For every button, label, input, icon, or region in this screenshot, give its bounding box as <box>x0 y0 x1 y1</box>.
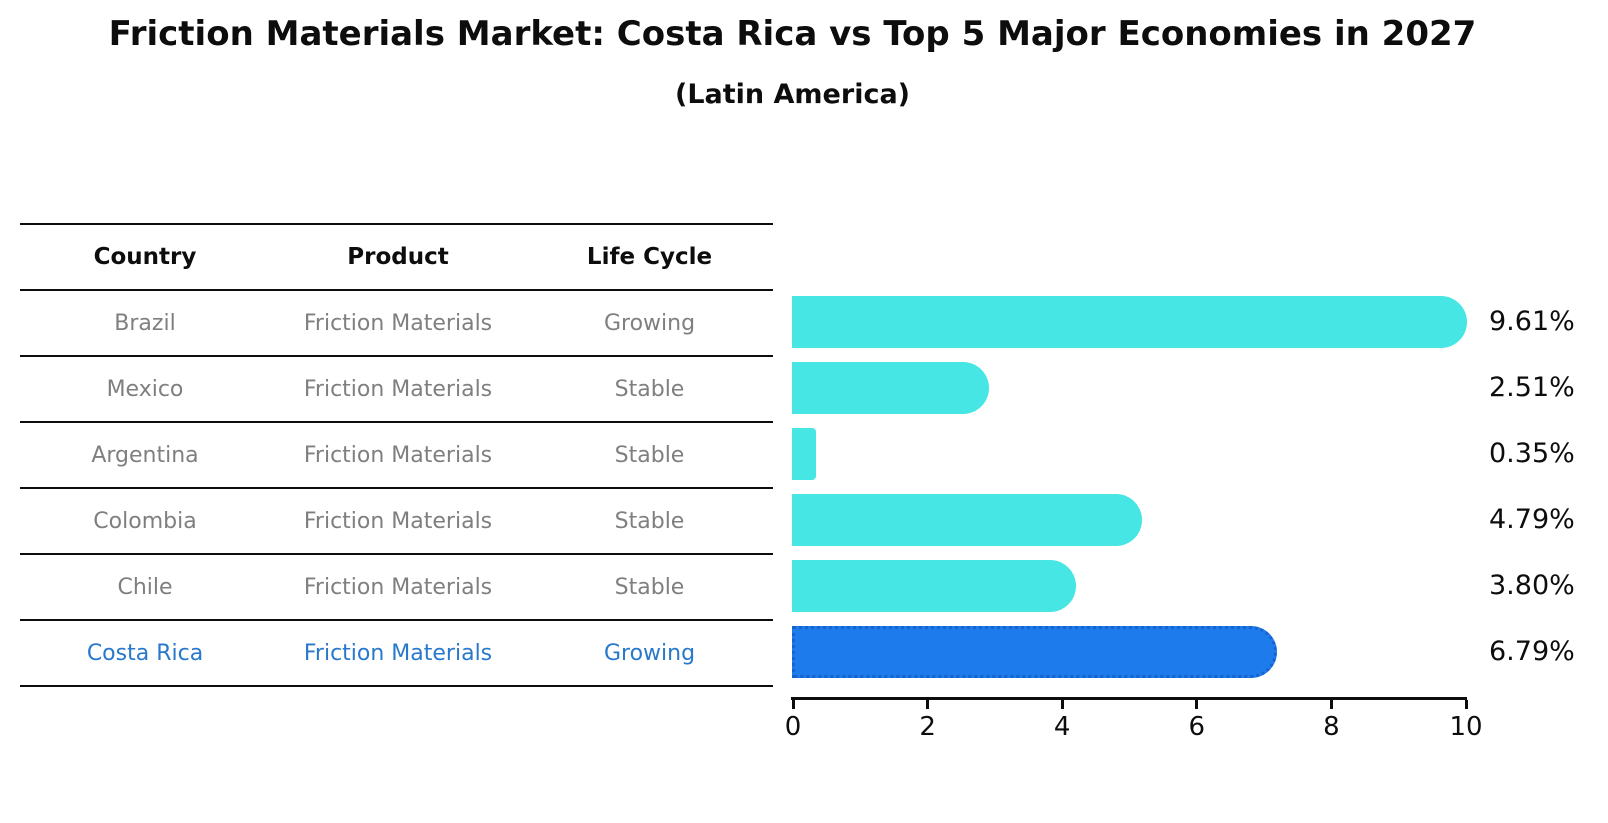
table-row: Mexico Friction Materials Stable <box>20 357 773 423</box>
x-axis-tick-label: 0 <box>784 712 802 742</box>
table-cell-country: Argentina <box>91 442 199 468</box>
table-cell-life-cycle: Stable <box>614 442 685 468</box>
table-cell-product: Friction Materials <box>303 442 493 468</box>
table-cell-country: Brazil <box>114 310 176 336</box>
x-axis-tick-label: 2 <box>919 712 936 742</box>
table-header-cell: Product <box>347 244 449 270</box>
x-axis-tick <box>1195 700 1199 709</box>
x-axis-tick <box>791 700 795 709</box>
table-header-cell: Life Cycle <box>586 244 713 270</box>
table-cell-life-cycle: Stable <box>614 376 685 402</box>
x-axis-tick-label: 10 <box>1449 712 1483 742</box>
table-cell-life-cycle: Growing <box>603 640 696 666</box>
table-header-row: Country Product Life Cycle <box>20 225 773 291</box>
bar-colombia <box>792 494 1143 546</box>
x-axis-tick <box>1329 700 1333 709</box>
table-cell-country: Mexico <box>106 376 184 402</box>
table-cell-product: Friction Materials <box>303 640 493 666</box>
x-axis-tick-label: 4 <box>1053 712 1071 742</box>
country-table: Country Product Life Cycle Brazil Friction M… <box>20 223 773 687</box>
table-cell-country: Chile <box>117 574 173 600</box>
table-cell-country: Colombia <box>93 508 197 534</box>
table-row: Colombia Friction Materials Stable <box>20 489 773 555</box>
x-axis-tick <box>1060 700 1064 709</box>
table-cell-product: Friction Materials <box>303 508 493 534</box>
table-cell-country: Costa Rica <box>86 640 204 666</box>
value-label-chile: 3.80% <box>1489 570 1575 601</box>
table-cell-life-cycle: Growing <box>603 310 696 336</box>
bar-chile <box>792 560 1076 612</box>
bar-mexico <box>792 362 989 414</box>
table-cell-product: Friction Materials <box>303 574 493 600</box>
value-label-costa-rica: 6.79% <box>1489 636 1575 667</box>
value-label-brazil: 9.61% <box>1489 306 1575 337</box>
value-label-argentina: 0.35% <box>1489 438 1575 469</box>
x-axis <box>791 697 1467 700</box>
table-cell-product: Friction Materials <box>303 376 493 402</box>
table-header-cell: Country <box>93 244 197 270</box>
bar-argentina <box>792 428 816 480</box>
bar-costa-rica <box>792 626 1277 678</box>
x-axis-tick <box>1464 700 1468 709</box>
table-row: Chile Friction Materials Stable <box>20 555 773 621</box>
page-subtitle: (Latin America) <box>674 79 911 110</box>
table-row: Argentina Friction Materials Stable <box>20 423 773 489</box>
x-axis-tick-label: 8 <box>1323 712 1340 742</box>
table-cell-product: Friction Materials <box>303 310 493 336</box>
value-label-colombia: 4.79% <box>1489 504 1575 535</box>
table-row: Brazil Friction Materials Growing <box>20 291 773 357</box>
page-title: Friction Materials Market: Costa Rica vs… <box>108 14 1477 54</box>
bar-brazil <box>792 296 1467 348</box>
table-cell-life-cycle: Stable <box>614 508 685 534</box>
value-label-mexico: 2.51% <box>1489 372 1575 403</box>
table-cell-life-cycle: Stable <box>614 574 685 600</box>
x-axis-tick-label: 6 <box>1188 712 1206 742</box>
table-row: Costa Rica Friction Materials Growing <box>20 621 773 687</box>
x-axis-tick <box>926 700 930 709</box>
